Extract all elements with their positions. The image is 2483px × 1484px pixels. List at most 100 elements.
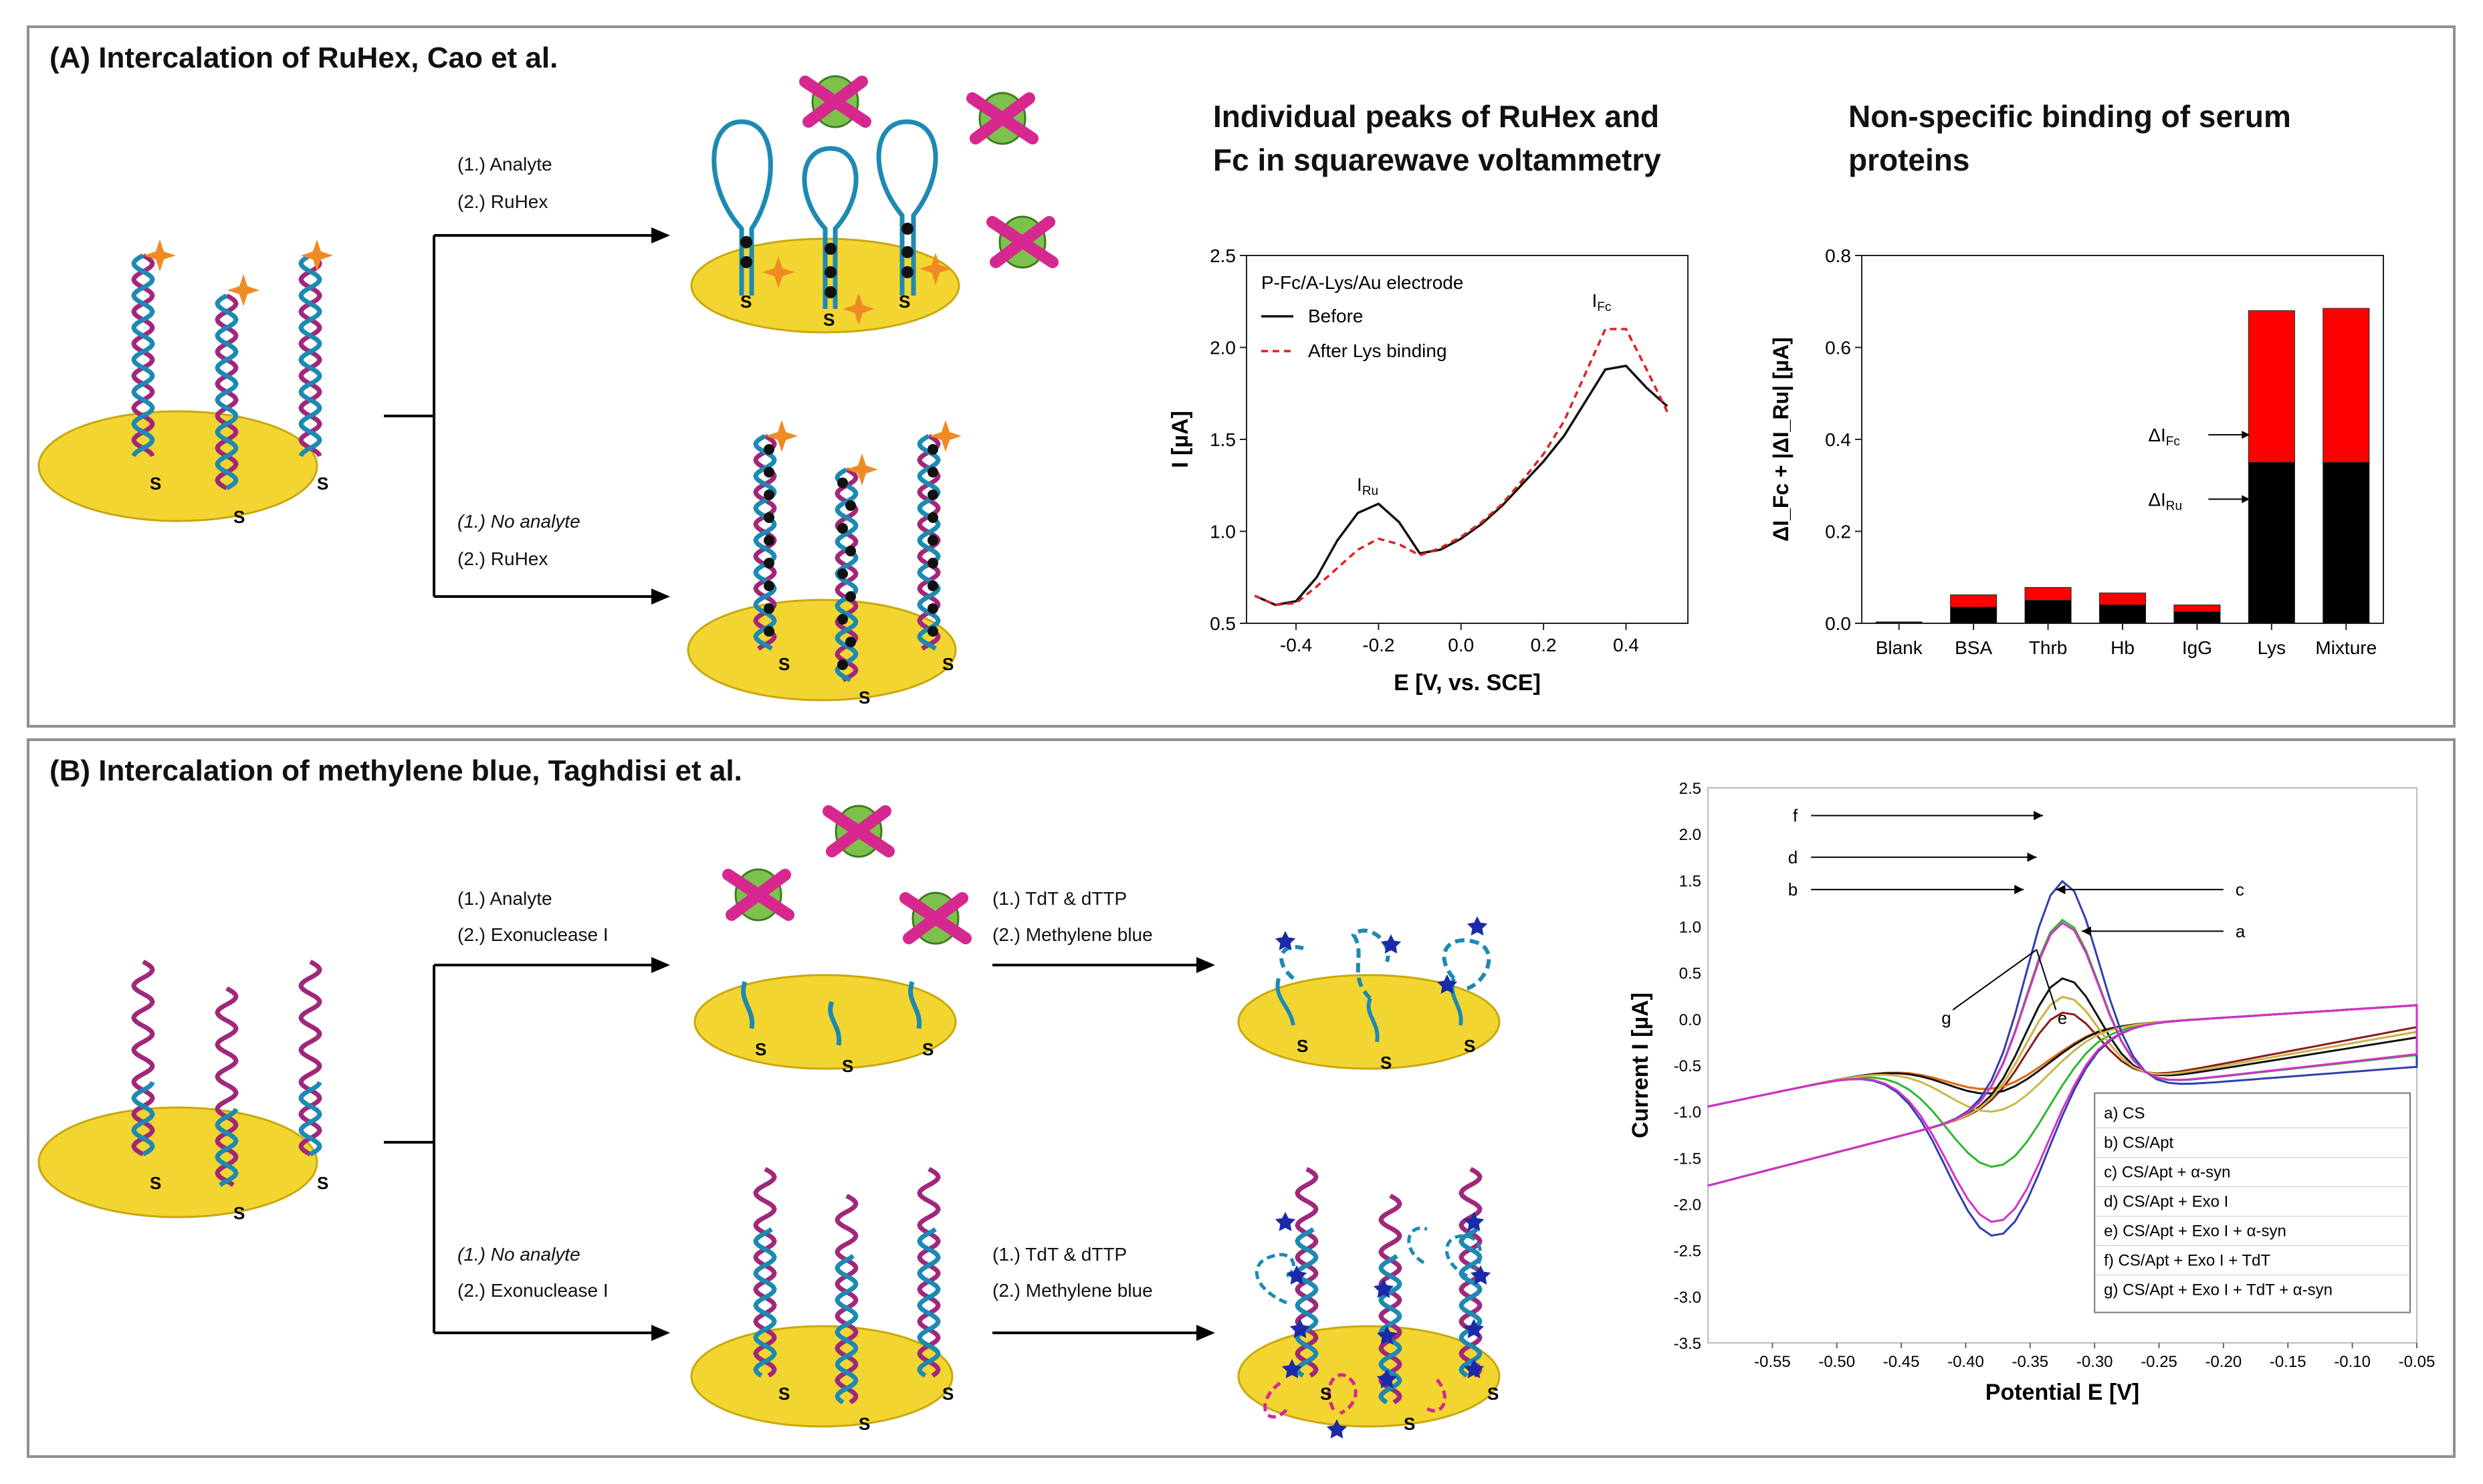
cv-xtick-label: -0.45 [1883,1353,1920,1371]
sulfur-label: S [317,473,328,494]
cv-legend-item: a) CS [2104,1105,2145,1123]
swv-title: Individual peaks of RuHex and Fc in squa… [1213,95,1661,183]
ruhex-mark [928,490,938,500]
step-b-top-2: (2.) Exonuclease I [457,924,609,945]
dna-strand [753,1227,777,1378]
electrode-no-analyte [687,599,957,702]
bar-mixture-fc [2323,308,2370,463]
sulfur-label: S [942,654,954,674]
ruhex-mark [928,580,938,591]
bar-annotation-ru: ΔIRu [2148,489,2182,513]
sulfur-label: S [150,1173,161,1193]
ruhex-mark [928,626,938,637]
sulfur-label: S [233,1203,245,1223]
bar-lys-ru [2248,461,2295,624]
branch-arrows [384,234,651,598]
dna-strand [835,1254,859,1404]
ruhex-on-hairpins [740,223,913,298]
cv-ytick-label: 0.5 [1679,965,1701,983]
cv-xtick-label: -0.20 [2205,1353,2242,1371]
cv-chart: 2.5 2.0 1.5 1.0 0.5 0.0 -0.5 -1.0 -1.5 -2.0 -2.5 -3… [1628,780,2436,1405]
electrode-initial [37,410,318,522]
cv-legend-item: b) CS/Apt [2104,1134,2173,1152]
cv-xtick-label: -0.35 [2012,1353,2048,1371]
sulfur-label: S [755,1039,766,1059]
ruhex-mark [837,614,848,625]
serum-title-line1: Non-specific binding of serum [1848,99,2291,134]
ruhex-mark [764,626,774,637]
panel-a-schematic: S S S S S S S S S [37,75,1059,708]
panel-b: (B) Intercalation of methylene blue, Tag… [27,738,2456,1458]
swv-ytick-label: 0.5 [1210,613,1236,634]
sulfur-label: S [1404,1414,1415,1434]
cv-peak-label: d [1788,847,1798,867]
ruhex-mark [837,568,848,579]
swv-peak-fc-label: IFc [1592,290,1611,314]
serum-bar-chart: 0.0 0.2 0.4 0.6 0.8 Blank BSA Thrb Hb IgG Lys Mixtu… [1769,245,2384,658]
panel-b-title: (B) Intercalation of methylene blue, Tag… [49,754,742,787]
swv-series-after [1254,328,1668,607]
b-polyT-top [1275,928,1491,1043]
electrode-b-initial [37,1106,318,1218]
sulfur-label: S [859,687,870,708]
panel-a: (A) Intercalation of RuHex, Cao et al. [27,25,2456,728]
sulfur-label: S [778,654,790,674]
swv-series-before [1254,364,1668,607]
bar-bsa-ru [1950,607,1998,624]
cv-ytick-label: -1.5 [1674,1150,1701,1168]
ruhex-mark [764,467,774,478]
cv-peak-label: c [2236,879,2244,899]
swv-legend-title: P-Fc/A-Lys/Au electrode [1261,272,1463,293]
sulfur-label: S [1464,1036,1475,1056]
b-polyT-bottom [1255,1226,1483,1305]
cv-legend-item: e) CS/Apt + Exo I + α-syn [2104,1223,2286,1241]
cv-peak-arrowhead [2034,811,2044,821]
bar-category-label: Hb [2111,637,2135,658]
dna-strand [917,433,941,651]
bar-plot-frame [1861,255,2384,624]
cv-peak-label-e: e [2058,1008,2067,1028]
sulfur-label: S [922,1039,934,1059]
sulfur-label: S [1487,1384,1499,1404]
bar-category-label: BSA [1955,637,1992,658]
step-b-bottom-2: (2.) Exonuclease I [457,1280,609,1301]
ruhex-mark [928,512,938,523]
cv-legend-box [2094,1092,2411,1313]
bar-ytick-label: 0.6 [1825,338,1851,358]
cv-ytick-label: 0.0 [1679,1011,1701,1029]
swv-chart: 0.5 1.0 1.5 2.0 2.5 -0.4 -0.2 0.0 0.2 0.4 E [V, vs… [1168,245,1689,696]
swv-title-line1: Individual peaks of RuHex and [1213,99,1660,134]
sulfur-label: S [942,1384,954,1404]
serum-title: Non-specific binding of serum proteins [1848,95,2291,183]
cv-xtick-label: -0.55 [1754,1353,1791,1371]
swv-title-line2: Fc in squarewave voltammetry [1213,142,1661,178]
swv-xtick-label: -0.2 [1362,635,1394,655]
ruhex-mark [928,444,938,455]
ruhex-mark [928,535,938,546]
arrow-bottom-head [651,589,670,605]
step-b-top-1: (1.) Analyte [457,888,552,909]
ruhex-mark [928,467,938,478]
dna-strand [1295,1227,1319,1378]
b-sulfur-labels: S S S S S S S S S S S S S S S [150,1036,1499,1434]
cv-peak-arrow [1952,949,2038,1011]
b-branch-lines [384,964,1196,1334]
swv-ytick-label: 1.5 [1210,429,1236,450]
cv-peak-label: a [2236,921,2246,941]
cv-ytick-label: -3.5 [1674,1335,1701,1353]
bar-ylabel: ΔI_Fc + |ΔI_Ru| [µA] [1769,337,1793,542]
cv-peak-arrow [2036,949,2057,1011]
dna-strand [1295,1166,1319,1378]
ruhex-mark [928,603,938,614]
swv-xtick-label: -0.4 [1280,635,1312,655]
swv-peak-ru-sub: Ru [1362,484,1378,498]
panel-b-schematic: S S S S S S S S S S S S S S S [37,805,1501,1439]
cv-xtick-label: -0.05 [2399,1353,2436,1371]
cv-ytick-label: -2.0 [1674,1196,1701,1214]
ruhex-mark [764,444,774,455]
bar-annotation-fc: ΔIFc [2148,425,2180,449]
bar-annotation-arrowhead [2242,431,2250,439]
bar-bsa-fc [1950,594,1998,608]
bar-category-label: Lys [2258,637,2286,658]
cv-peak-arrowhead [2081,926,2091,936]
